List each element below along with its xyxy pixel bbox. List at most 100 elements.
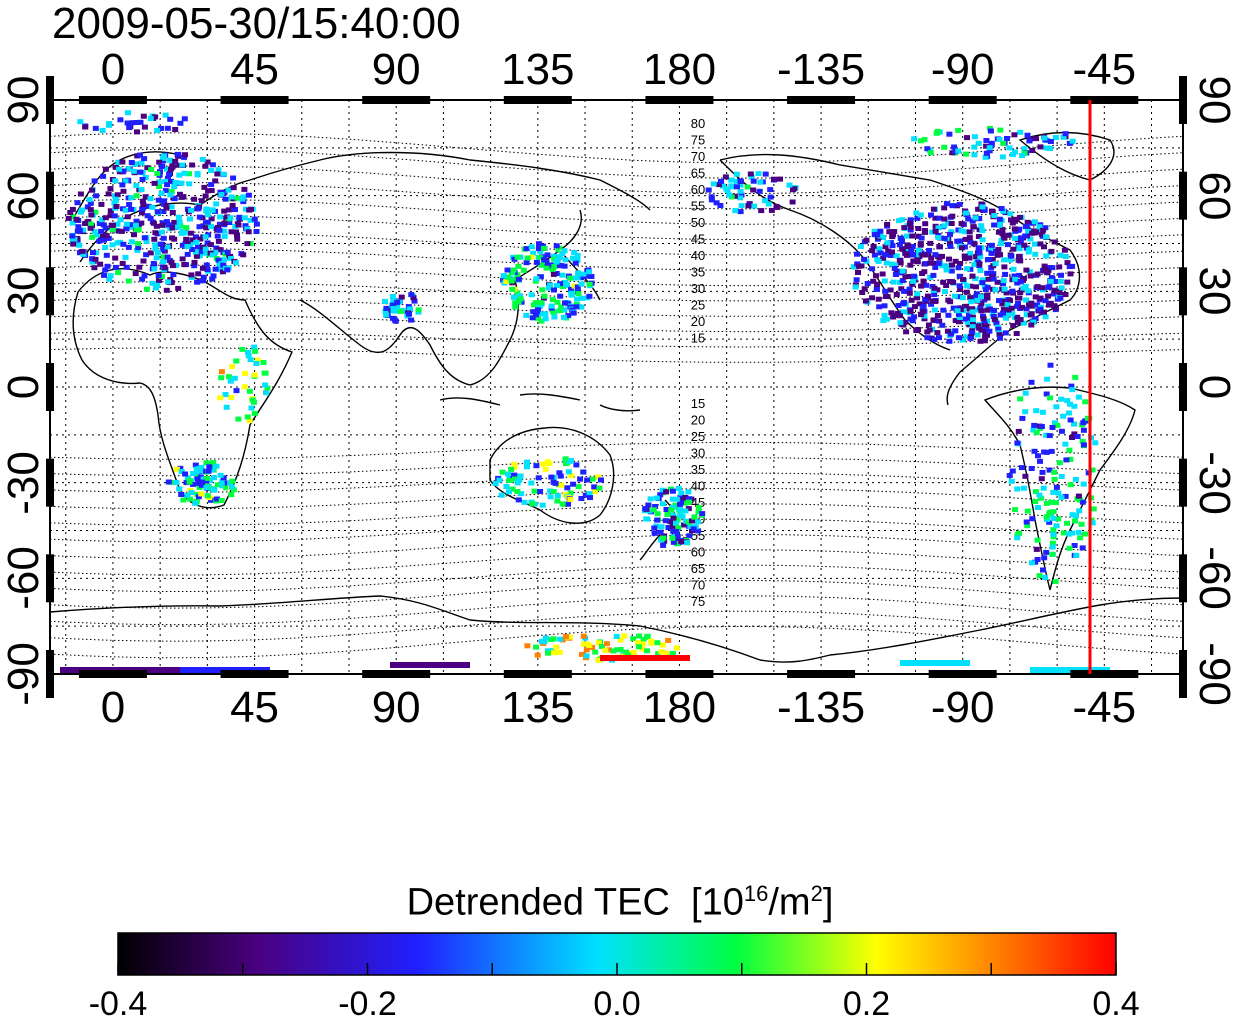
tec-pixel xyxy=(168,204,175,210)
tec-pixel xyxy=(119,159,126,165)
tec-pixel xyxy=(209,276,216,282)
tec-pixel xyxy=(134,129,140,135)
magnetic-contour xyxy=(50,457,1183,477)
tec-pixel xyxy=(227,378,234,384)
tec-pixel xyxy=(113,204,120,209)
tec-pixel xyxy=(970,224,977,230)
tec-pixel xyxy=(512,277,519,282)
tec-pixel xyxy=(882,244,889,250)
tec-pixel xyxy=(1044,517,1051,523)
tec-pixel xyxy=(156,159,163,165)
contour-label-north: 30 xyxy=(691,281,705,296)
tec-pixel xyxy=(109,227,116,232)
tec-pixel xyxy=(383,312,390,318)
tec-pixel xyxy=(1004,136,1010,141)
tec-pixel xyxy=(82,124,89,130)
tec-pixel xyxy=(1022,473,1029,479)
tec-pixel xyxy=(1010,323,1017,329)
tec-pixel xyxy=(243,206,249,212)
tec-pixel xyxy=(901,225,908,231)
tec-pixel xyxy=(1032,241,1038,247)
tec-pixel xyxy=(144,165,151,171)
tec-pixel xyxy=(941,289,948,295)
tec-pixel xyxy=(931,337,938,343)
tec-pixel xyxy=(195,494,202,500)
tec-pixel xyxy=(643,516,650,522)
tec-pixel xyxy=(1052,135,1059,140)
tec-pixel xyxy=(854,251,860,257)
tec-pixel xyxy=(1041,244,1047,250)
frame-tick-mark xyxy=(78,96,147,104)
tec-pixel xyxy=(879,271,886,277)
tec-pixel xyxy=(1052,279,1058,284)
tec-pixel xyxy=(935,235,942,240)
tec-pixel xyxy=(979,237,986,243)
tec-pixel xyxy=(899,217,906,223)
tec-pixel xyxy=(574,275,581,281)
tec-pixel xyxy=(1017,279,1024,285)
tec-pixel xyxy=(935,260,942,266)
tec-pixel xyxy=(1050,489,1057,495)
tec-pixel xyxy=(984,270,991,276)
tec-pixel xyxy=(1056,264,1063,270)
tec-pixel xyxy=(1053,404,1060,410)
tec-pixel xyxy=(1067,482,1074,488)
tec-pixel xyxy=(967,266,974,272)
tec-pixel xyxy=(977,254,984,260)
tec-pixel xyxy=(181,116,188,122)
tec-pixel xyxy=(1017,129,1024,135)
tec-pixel xyxy=(102,245,109,250)
tec-pixel xyxy=(571,283,578,289)
tec-pixel xyxy=(167,192,174,198)
tec-pixel xyxy=(1000,278,1007,284)
tec-pixel xyxy=(162,112,169,118)
tec-pixel xyxy=(1077,535,1084,541)
tec-pixel xyxy=(176,172,183,178)
tec-pixel xyxy=(950,305,957,311)
tec-pixel xyxy=(889,243,896,249)
tec-pixel xyxy=(244,241,251,247)
tec-pixel xyxy=(928,301,935,307)
tec-pixel xyxy=(883,260,890,266)
tec-pixel xyxy=(675,486,682,491)
tec-pixel xyxy=(182,152,188,158)
tec-pixel xyxy=(537,300,544,306)
magnetic-contour xyxy=(50,580,1183,609)
tec-pixel xyxy=(969,306,976,312)
tec-pixel xyxy=(901,288,908,294)
tec-pixel xyxy=(695,509,702,515)
tec-pixel xyxy=(932,252,939,258)
tec-pixel xyxy=(657,529,664,535)
tec-pixel xyxy=(952,328,959,334)
tec-pixel xyxy=(1064,279,1071,285)
tec-pixel xyxy=(976,216,983,221)
tec-pixel xyxy=(955,311,962,317)
tec-pixel xyxy=(733,178,740,184)
tec-pixel xyxy=(595,657,602,663)
tec-pixel xyxy=(978,294,984,300)
tec-pixel xyxy=(747,171,754,177)
magnetic-contour xyxy=(50,472,1183,493)
tec-pixel xyxy=(1082,399,1089,405)
tec-pixel xyxy=(410,295,417,301)
tec-pixel xyxy=(203,225,210,231)
tec-pixel xyxy=(1037,458,1043,464)
magnetic-contour xyxy=(50,564,1183,592)
tec-pixel xyxy=(253,221,260,227)
tec-pixel xyxy=(573,462,580,468)
tec-pixel xyxy=(534,309,540,314)
tec-pixel xyxy=(592,649,599,655)
tec-pixel xyxy=(972,215,979,221)
frame-tick-mark xyxy=(46,267,54,316)
tec-pixel xyxy=(219,269,226,275)
tec-pixel xyxy=(151,180,158,186)
tec-pixel xyxy=(178,492,185,497)
tec-pixel xyxy=(988,242,995,248)
tec-pixel xyxy=(1004,242,1011,248)
tec-pixel xyxy=(1058,285,1065,291)
tec-pixel xyxy=(720,183,726,189)
tec-pixel xyxy=(112,178,119,184)
tec-pixel xyxy=(756,188,763,194)
tec-pixel xyxy=(510,267,517,273)
tec-pixel xyxy=(926,327,933,333)
